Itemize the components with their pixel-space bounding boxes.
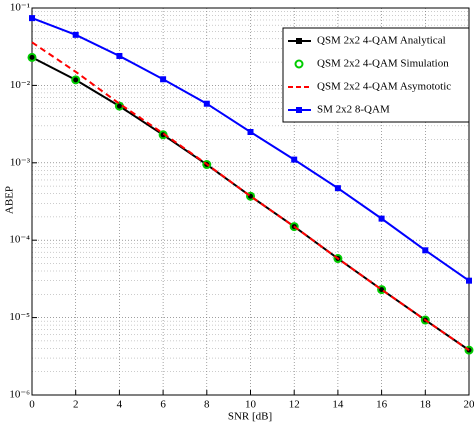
y-tick-label: 10⁻⁴ xyxy=(9,234,30,246)
y-tick-label: 10⁻¹ xyxy=(10,2,30,14)
y-tick-label: 10⁻⁵ xyxy=(9,311,30,323)
legend-box xyxy=(282,27,470,123)
marker xyxy=(246,191,255,201)
marker xyxy=(72,31,79,38)
marker xyxy=(29,15,35,22)
marker xyxy=(377,285,387,295)
x-tick-label: 8 xyxy=(204,399,210,411)
marker xyxy=(333,254,343,264)
y-tick-label: 10⁻² xyxy=(10,79,31,91)
marker xyxy=(160,76,167,83)
legend-label: QSM 2x2 4-QAM Simulation xyxy=(317,58,449,70)
x-tick-label: 16 xyxy=(376,399,388,411)
y-tick-label: 10⁻³ xyxy=(10,156,31,168)
marker xyxy=(247,193,254,200)
marker xyxy=(289,222,299,232)
marker xyxy=(202,160,212,170)
marker xyxy=(247,128,254,135)
marker xyxy=(160,131,167,138)
legend-marker xyxy=(294,59,304,69)
x-tick-label: 4 xyxy=(117,399,123,411)
marker xyxy=(291,156,298,163)
y-axis-label: ABEP xyxy=(4,186,16,214)
legend-marker xyxy=(296,38,302,44)
marker xyxy=(378,215,385,222)
marker xyxy=(334,185,341,192)
legend-label: QSM 2x2 4-QAM Asymototic xyxy=(317,81,451,93)
marker xyxy=(203,100,210,107)
x-tick-label: 18 xyxy=(420,399,432,411)
marker xyxy=(466,277,472,284)
x-tick-label: 12 xyxy=(289,399,300,411)
x-axis-label: SNR [dB] xyxy=(228,411,272,423)
x-tick-label: 6 xyxy=(160,399,166,411)
marker xyxy=(72,76,79,83)
marker xyxy=(420,315,430,325)
marker xyxy=(464,345,474,355)
marker xyxy=(116,52,123,59)
legend-label: QSM 2x2 4-QAM Analytical xyxy=(317,35,446,47)
x-tick-label: 2 xyxy=(73,399,79,411)
x-tick-label: 20 xyxy=(464,399,474,411)
y-tick-label: 10⁻⁶ xyxy=(9,389,30,401)
marker xyxy=(27,52,37,62)
x-tick-label: 10 xyxy=(245,399,257,411)
legend-label: SM 2x2 8-QAM xyxy=(317,104,390,116)
x-tick-label: 14 xyxy=(332,399,344,411)
marker xyxy=(29,54,35,61)
marker xyxy=(422,247,429,254)
legend-marker xyxy=(296,107,302,113)
marker xyxy=(378,286,385,293)
x-tick-label: 0 xyxy=(29,399,35,411)
plot-frame xyxy=(31,7,470,396)
marker xyxy=(71,75,81,85)
marker xyxy=(116,103,123,110)
